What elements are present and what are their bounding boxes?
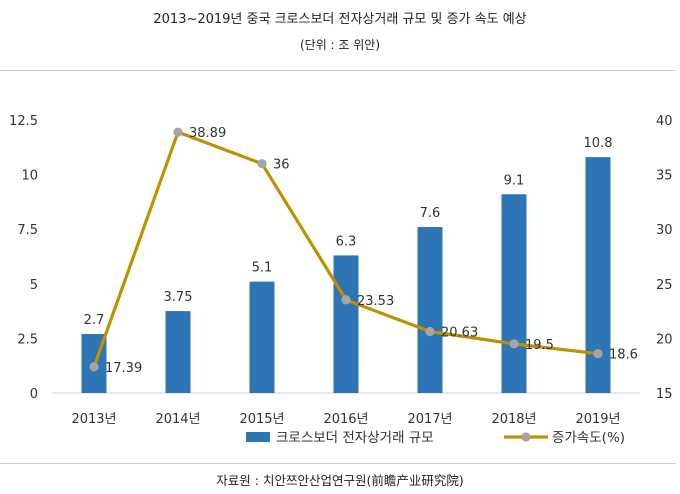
x-tick-label: 2013년 [71, 412, 116, 427]
bar [165, 311, 191, 393]
y-left-tick-label: 10 [21, 169, 38, 184]
y-right-tick-label: 35 [656, 169, 673, 184]
bar-data-label: 6.3 [336, 234, 357, 249]
growth-rate-point [425, 326, 435, 337]
y-left-tick-label: 0 [30, 387, 38, 402]
growth-rate-point [341, 295, 351, 305]
source-note: 자료원 : 치안쯔안산업연구원(前瞻产业研究院) [216, 473, 464, 488]
legend-bar-swatch [246, 432, 270, 442]
x-tick-label: 2017년 [407, 412, 452, 427]
y-right-tick-label: 30 [656, 223, 673, 238]
x-tick-label: 2019년 [575, 412, 620, 427]
line-data-label: 38.89 [189, 126, 226, 141]
line-data-label: 18.6 [609, 348, 638, 363]
x-tick-label: 2015년 [239, 412, 284, 427]
legend-line-label: 증가속도(%) [552, 430, 625, 446]
bar [417, 227, 443, 393]
bar [501, 194, 527, 393]
bar-data-label: 2.7 [84, 313, 105, 328]
bar-data-label: 7.6 [420, 206, 441, 221]
x-tick-label: 2016년 [323, 412, 368, 427]
legend-bar-label: 크로스보더 전자상거래 규모 [276, 430, 434, 446]
line-data-label: 17.39 [105, 361, 142, 376]
line-data-label: 19.5 [525, 338, 554, 353]
bar [249, 281, 275, 393]
chart-title: 2013~2019년 중국 크로스보더 전자상거래 규모 및 증가 속도 예상 [153, 12, 527, 27]
line-data-label: 23.53 [357, 294, 394, 309]
line-data-label: 20.63 [441, 326, 478, 341]
legend-line-marker [521, 432, 531, 442]
y-left-tick-label: 12.5 [9, 114, 38, 129]
bar-data-label: 5.1 [252, 261, 273, 276]
x-tick-label: 2014년 [155, 412, 200, 427]
x-tick-label: 2018년 [491, 412, 536, 427]
y-right-tick-label: 25 [656, 278, 673, 293]
bar [333, 255, 359, 393]
y-left-tick-label: 5 [30, 278, 38, 293]
bar-data-label: 10.8 [584, 136, 613, 151]
growth-rate-point [593, 349, 603, 359]
growth-rate-point [257, 159, 267, 169]
y-right-tick-label: 15 [656, 387, 673, 402]
bar-data-label: 9.1 [504, 173, 525, 188]
y-right-tick-label: 20 [656, 332, 673, 347]
y-left-tick-label: 2.5 [17, 332, 38, 347]
growth-rate-point [89, 362, 99, 372]
growth-rate-point [509, 339, 519, 349]
bar-data-label: 3.75 [164, 290, 193, 305]
chart-frame [0, 70, 676, 464]
y-left-tick-label: 7.5 [17, 223, 38, 238]
growth-rate-point [173, 127, 183, 137]
chart-subtitle: (단위 : 조 위안) [299, 38, 381, 52]
y-right-tick-label: 40 [656, 114, 673, 129]
line-data-label: 36 [273, 158, 290, 173]
